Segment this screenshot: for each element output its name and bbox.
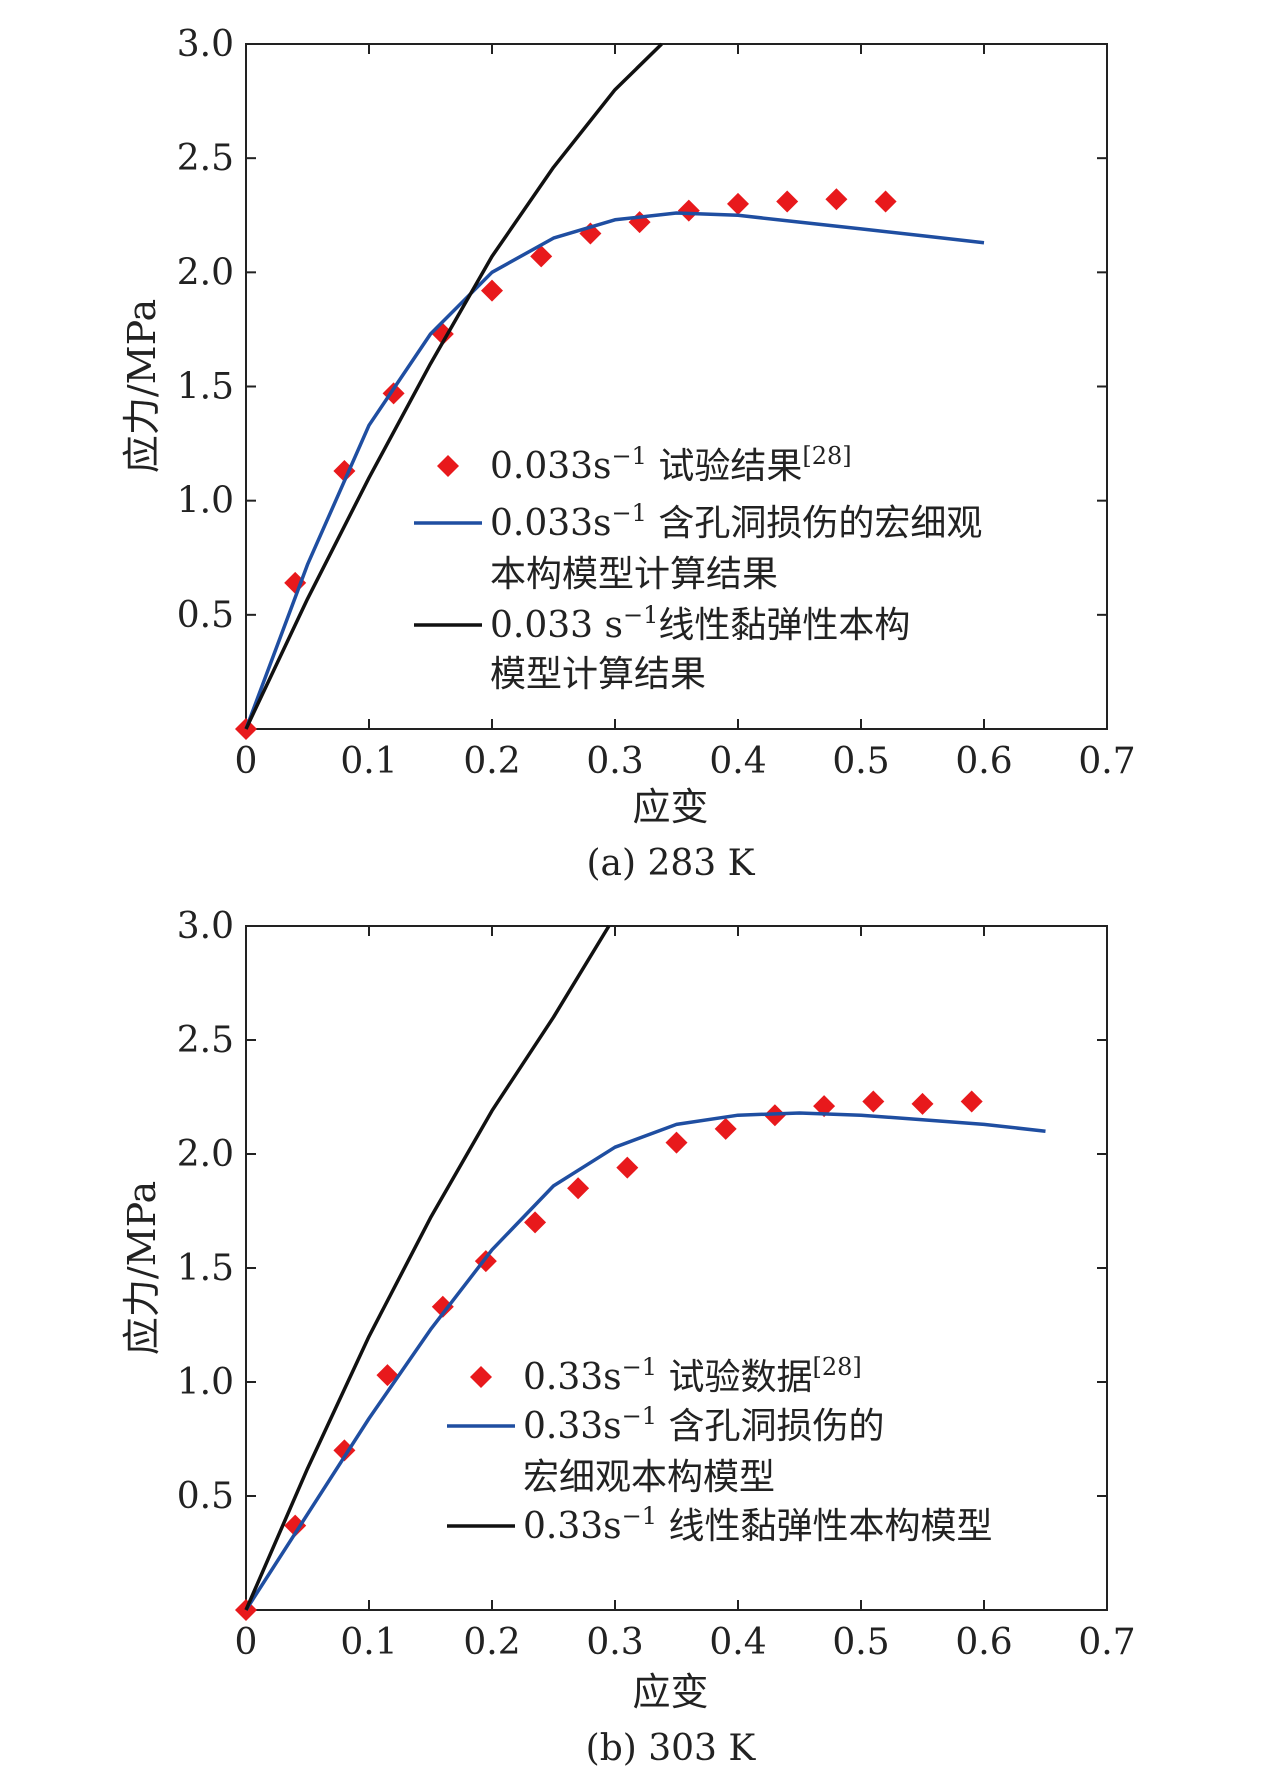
x-tick-label: 0.6 <box>955 1622 1012 1663</box>
legend-rate: 0.033 s <box>490 605 623 646</box>
data-point-marker <box>567 1177 590 1200</box>
legend-rate: 0.33s <box>523 1506 622 1547</box>
data-point-marker <box>628 211 651 234</box>
x-tick-label: 0.6 <box>955 741 1012 782</box>
y-tick-label: 1.0 <box>177 481 234 522</box>
x-tick-label: 0.5 <box>832 741 889 782</box>
x-tick-label: 0.5 <box>832 1622 889 1663</box>
legend-rate: 0.33s <box>523 1357 622 1398</box>
data-point-marker <box>911 1092 934 1115</box>
series-line-2 <box>244 42 663 730</box>
data-point-marker <box>714 1117 737 1140</box>
legend-description: 线性黏弹性本构 <box>658 605 910 646</box>
panel-caption: (b) 303 K <box>586 1728 757 1769</box>
legend-reference: [28] <box>802 442 851 470</box>
legend-label: 0.33s−1 含孔洞损伤的 <box>523 1402 884 1447</box>
x-tick-label: 0 <box>235 1622 258 1663</box>
legend-label: 0.033 s−1线性黏弹性本构 <box>490 601 910 646</box>
data-point-marker <box>524 1211 547 1234</box>
legend-rate-exponent: −1 <box>622 1402 657 1430</box>
y-tick-label: 0.5 <box>177 595 234 636</box>
y-tick-label: 1.5 <box>177 367 234 408</box>
legend-label: 0.033s−1 试验结果[28] <box>490 442 852 487</box>
data-point-marker <box>333 1439 356 1462</box>
y-tick-label: 2.5 <box>177 1020 234 1061</box>
data-point-marker <box>776 190 799 213</box>
legend-label: 0.33s−1 线性黏弹性本构模型 <box>523 1502 992 1547</box>
legend-marker-swatch <box>470 1366 492 1388</box>
x-tick-label: 0.1 <box>340 1622 397 1663</box>
data-point-marker <box>874 190 897 213</box>
legend-label-line2: 宏细观本构模型 <box>523 1457 775 1498</box>
data-point-marker <box>530 245 553 268</box>
x-tick-label: 0.1 <box>340 741 397 782</box>
data-point-marker <box>813 1095 836 1118</box>
series-line-1 <box>244 211 985 730</box>
x-tick-label: 0.3 <box>586 1622 643 1663</box>
data-point-marker <box>862 1090 885 1113</box>
x-tick-label: 0.2 <box>463 741 520 782</box>
legend-description: 含孔洞损伤的 <box>657 1406 884 1447</box>
data-point-marker <box>825 188 848 211</box>
legend-description: 试验结果 <box>647 446 802 487</box>
data-point-marker <box>665 1131 688 1154</box>
chart-panel-0: 0 0.1 0.2 0.3 0.4 0.5 0.6 0.7 0.5 1.0 1.5 2.0 2.5 3.0… <box>120 24 1136 884</box>
legend-label: 0.33s−1 试验数据[28] <box>523 1353 862 1398</box>
x-tick-label: 0.3 <box>586 741 643 782</box>
y-tick-label: 1.5 <box>177 1248 234 1289</box>
y-tick-label: 1.0 <box>177 1362 234 1403</box>
data-point-marker <box>960 1090 983 1113</box>
legend-rate-exponent: −1 <box>623 601 658 629</box>
y-tick-label: 3.0 <box>177 906 234 947</box>
legend-rate-exponent: −1 <box>622 1353 657 1381</box>
data-point-marker <box>616 1156 639 1179</box>
x-tick-label: 0.7 <box>1078 741 1135 782</box>
y-axis-title: 应力/MPa <box>120 1181 164 1355</box>
y-tick-label: 2.5 <box>177 138 234 179</box>
legend-label: 0.033s−1 含孔洞损伤的宏细观 <box>490 499 982 544</box>
data-point-marker <box>727 192 749 215</box>
legend-description: 含孔洞损伤的宏细观 <box>647 503 982 544</box>
legend-rate: 0.033s <box>490 503 612 544</box>
panel-caption: (a) 283 K <box>586 843 755 884</box>
legend-rate-exponent: −1 <box>612 499 647 527</box>
series-line-2 <box>244 925 611 1611</box>
y-tick-label: 2.0 <box>177 252 234 293</box>
x-axis-title: 应变 <box>632 785 708 829</box>
y-tick-label: 3.0 <box>177 24 234 65</box>
data-point-marker <box>677 199 700 222</box>
legend-label-line2: 本构模型计算结果 <box>490 554 778 595</box>
x-tick-label: 0.4 <box>709 741 766 782</box>
y-tick-label: 2.0 <box>177 1134 234 1175</box>
legend-rate-exponent: −1 <box>612 442 647 470</box>
series-line-1 <box>244 1111 1046 1611</box>
x-tick-label: 0.4 <box>709 1622 766 1663</box>
data-point-marker <box>431 1295 454 1318</box>
legend-description: 线性黏弹性本构模型 <box>657 1506 992 1547</box>
legend-label-line2: 模型计算结果 <box>490 654 706 695</box>
x-tick-label: 0 <box>235 741 258 782</box>
legend-rate-exponent: −1 <box>622 1502 657 1530</box>
x-tick-label: 0.7 <box>1078 1622 1135 1663</box>
legend-rate: 0.33s <box>523 1406 622 1447</box>
legend-rate: 0.033s <box>490 446 612 487</box>
legend-reference: [28] <box>812 1353 861 1381</box>
y-tick-label: 0.5 <box>177 1476 234 1517</box>
legend-description: 试验数据 <box>657 1357 812 1398</box>
y-axis-title: 应力/MPa <box>120 299 164 473</box>
data-point-marker <box>376 1364 399 1387</box>
x-tick-label: 0.2 <box>463 1622 520 1663</box>
chart-panel-1: 0 0.1 0.2 0.3 0.4 0.5 0.6 0.7 0.5 1.0 1.5 2.0 2.5 3.0… <box>120 906 1136 1769</box>
data-point-marker <box>284 571 307 594</box>
legend-marker-swatch <box>437 455 459 477</box>
data-point-marker <box>481 279 503 302</box>
x-axis-title: 应变 <box>632 1670 708 1714</box>
data-point-marker <box>284 1514 307 1537</box>
